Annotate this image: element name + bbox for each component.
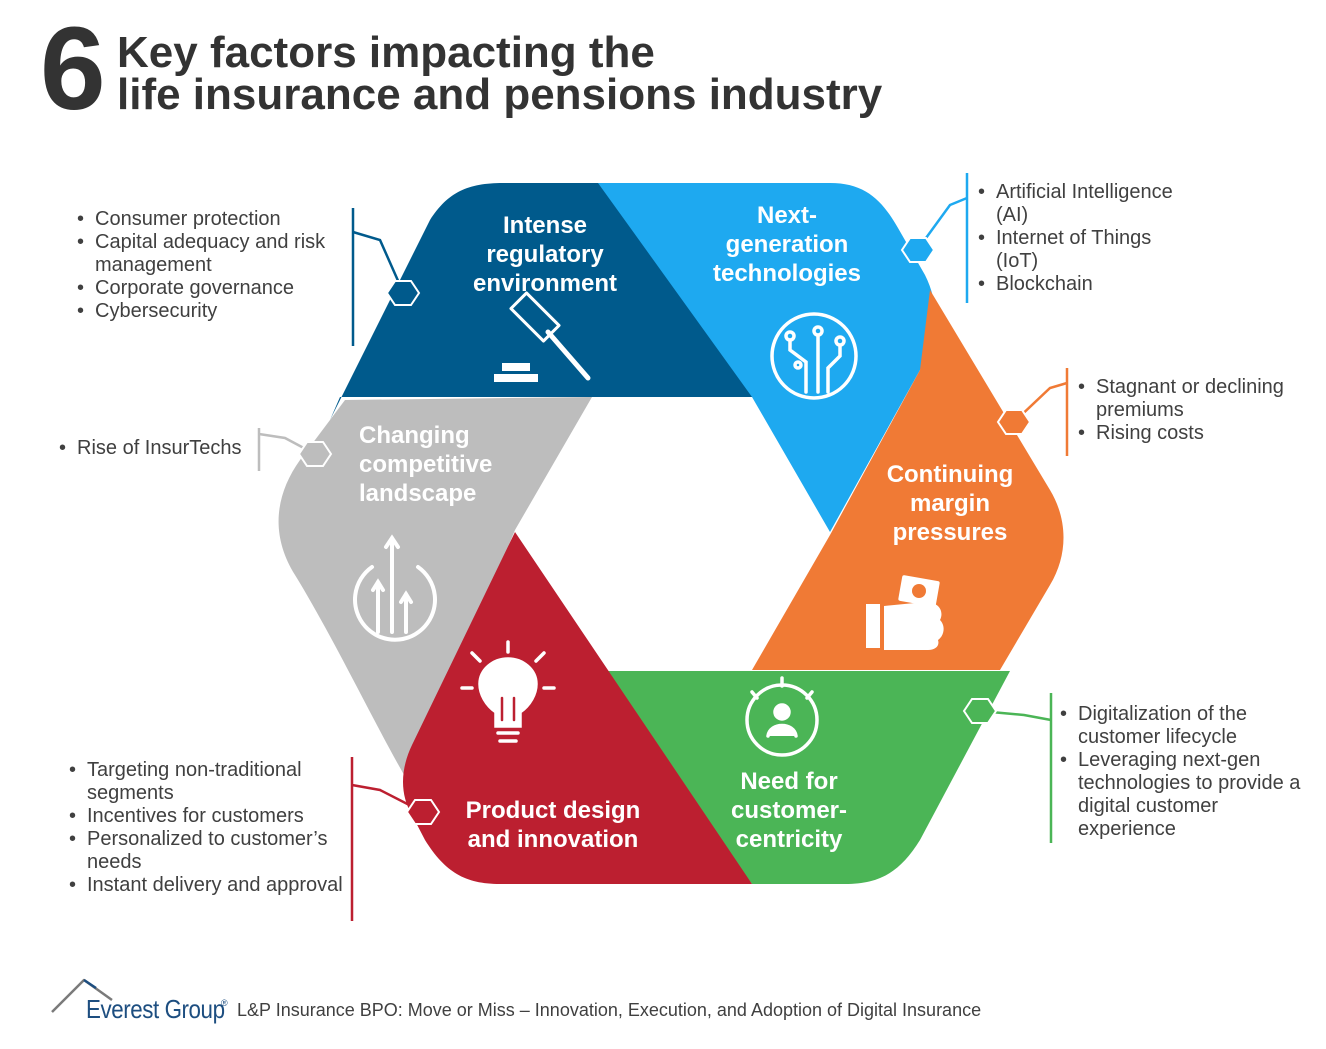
connector-product bbox=[350, 757, 441, 921]
circuit-icon bbox=[770, 312, 858, 400]
footer-registered-mark: ® bbox=[221, 998, 228, 1008]
connector-technology bbox=[900, 173, 969, 303]
growth-chart-icon bbox=[353, 534, 437, 642]
connector-customer bbox=[962, 693, 1053, 843]
page-title-line-1: Key factors impacting the bbox=[117, 28, 655, 77]
label-margin-line-3: pressures bbox=[893, 519, 1008, 546]
label-margin-line-2: margin bbox=[910, 490, 990, 517]
label-customer-line-1: Need for bbox=[740, 768, 837, 795]
bullets-competition: Rise of InsurTechs bbox=[57, 437, 267, 460]
bullets-regulatory: Consumer protection Capital adequacy and… bbox=[75, 208, 345, 323]
segment-product-shape bbox=[403, 532, 752, 884]
gavel-icon bbox=[494, 291, 591, 382]
bullet-item: Blockchain bbox=[976, 273, 1176, 296]
title-number: 6 bbox=[40, 3, 106, 135]
label-customer-line-2: customer- bbox=[731, 797, 847, 824]
segment-margin-shape bbox=[752, 290, 1064, 670]
segment-technology-shape bbox=[598, 183, 936, 532]
segment-technology bbox=[598, 183, 936, 532]
lightbulb-icon bbox=[460, 640, 556, 743]
bullet-item: Artificial Intelligence (AI) bbox=[976, 181, 1176, 227]
segment-product bbox=[403, 532, 752, 884]
hand-money-icon bbox=[866, 575, 944, 650]
label-technology-line-1: Next- bbox=[757, 202, 817, 229]
bullet-item: Consumer protection bbox=[75, 208, 345, 231]
label-regulatory-line-1: Intense bbox=[503, 212, 587, 239]
segment-regulatory-shape bbox=[330, 183, 755, 420]
bullet-item: Rising costs bbox=[1076, 422, 1296, 445]
connector-regulatory bbox=[351, 208, 421, 346]
label-regulatory-line-2: regulatory bbox=[486, 241, 604, 268]
label-margin-line-1: Continuing bbox=[887, 461, 1014, 488]
page-title-line-2: life insurance and pensions industry bbox=[117, 70, 883, 119]
segment-customer-shape bbox=[592, 671, 1010, 884]
customer-target-icon bbox=[745, 676, 819, 757]
segment-customer bbox=[592, 671, 1010, 884]
label-regulatory-line-3: environment bbox=[473, 270, 617, 297]
connector-margin bbox=[996, 368, 1069, 456]
bullets-customer: Digitalization of the customer lifecycle… bbox=[1058, 703, 1313, 841]
bullets-product: Targeting non-traditional segments Incen… bbox=[67, 759, 352, 897]
bullet-item: Stagnant or declining premiums bbox=[1076, 376, 1296, 422]
label-competition-line-3: landscape bbox=[359, 480, 476, 507]
bullets-technology: Artificial Intelligence (AI) Internet of… bbox=[976, 181, 1176, 296]
everest-logo-icon bbox=[51, 978, 113, 1013]
bullet-item: Instant delivery and approval bbox=[67, 874, 352, 897]
bullet-item: Digitalization of the customer lifecycle bbox=[1058, 703, 1313, 749]
label-technology-line-2: generation bbox=[726, 231, 849, 258]
bullet-item: Internet of Things (IoT) bbox=[976, 227, 1176, 273]
bullet-item: Leveraging next-gen technologies to prov… bbox=[1058, 749, 1313, 841]
segment-margin bbox=[752, 290, 1064, 670]
bullet-item: Targeting non-traditional segments bbox=[67, 759, 352, 805]
label-product-line-2: and innovation bbox=[468, 826, 639, 853]
label-customer-line-3: centricity bbox=[736, 826, 843, 853]
bullet-item: Personalized to customer’s needs bbox=[67, 828, 352, 874]
label-product-line-1: Product design bbox=[466, 797, 641, 824]
connector-competition bbox=[257, 428, 333, 471]
label-competition-line-1: Changing bbox=[359, 422, 470, 449]
bullet-item: Capital adequacy and risk management bbox=[75, 231, 345, 277]
bullet-item: Rise of InsurTechs bbox=[57, 437, 267, 460]
footer-brand: Everest Group bbox=[86, 994, 225, 1024]
footer-caption: L&P Insurance BPO: Move or Miss – Innova… bbox=[237, 1000, 982, 1020]
bullet-item: Cybersecurity bbox=[75, 300, 345, 323]
label-technology-line-3: technologies bbox=[713, 260, 861, 287]
segment-regulatory bbox=[330, 183, 755, 420]
bullet-item: Corporate governance bbox=[75, 277, 345, 300]
label-competition-line-2: competitive bbox=[359, 451, 492, 478]
bullets-margin: Stagnant or declining premiums Rising co… bbox=[1076, 376, 1296, 445]
bullet-item: Incentives for customers bbox=[67, 805, 352, 828]
